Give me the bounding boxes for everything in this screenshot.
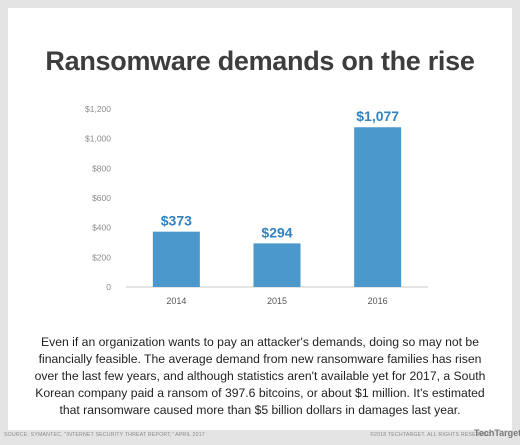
- infographic-card: Ransomware demands on the rise 0 $200 $400…: [8, 8, 512, 430]
- y-tick-label: $1,200: [85, 104, 111, 114]
- y-tick-label: $600: [92, 193, 111, 203]
- bar: [253, 243, 301, 287]
- y-tick-label: $200: [92, 252, 111, 262]
- source-note: SOURCE: SYMANTEC, "INTERNET SECURITY THR…: [4, 432, 205, 438]
- data-label: $1,077: [356, 108, 399, 124]
- y-tick-label: $1,000: [85, 134, 111, 144]
- chart-title: Ransomware demands on the rise: [45, 46, 475, 76]
- bar: [354, 127, 402, 288]
- y-tick-label: $400: [92, 223, 111, 233]
- y-tick-label: $800: [92, 163, 111, 173]
- bar-chart: 0 $200 $400 $600 $800 $1,000 $1,200 $373 2014 $29…: [85, 104, 428, 306]
- techtarget-logo: TechTarget: [474, 428, 520, 438]
- y-tick-label: 0: [106, 282, 111, 292]
- data-label: $373: [161, 213, 192, 229]
- x-tick-label: 2014: [166, 296, 186, 306]
- data-label: $294: [261, 224, 292, 240]
- x-tick-label: 2015: [267, 296, 287, 306]
- caption-text: Even if an organization wants to pay an …: [34, 335, 486, 417]
- x-tick-label: 2016: [368, 296, 388, 306]
- copyright-note: ©2018 TECHTARGET. ALL RIGHTS RESERVED: [370, 432, 491, 438]
- bar: [152, 231, 200, 287]
